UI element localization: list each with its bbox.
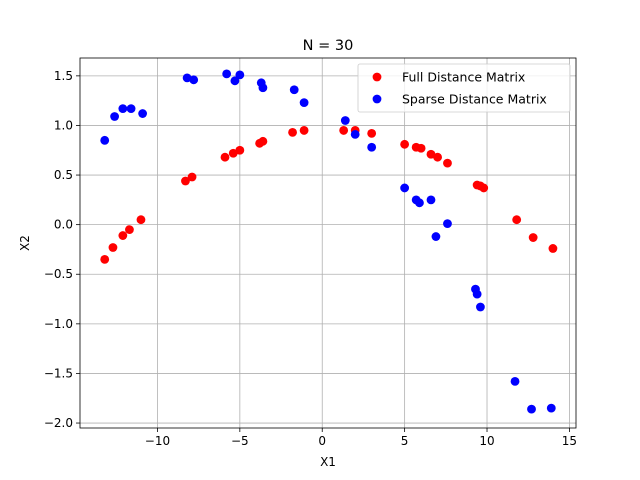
- full-distance-point: [187, 172, 197, 182]
- sparse-distance-point: [431, 232, 441, 241]
- sparse-distance-point: [546, 403, 556, 413]
- sparse-distance-point: [472, 289, 482, 299]
- sparse-distance-point: [118, 104, 128, 113]
- y-tick-label: 1.5: [54, 69, 73, 83]
- chart-title: N = 30: [303, 38, 354, 54]
- legend-box: [357, 63, 571, 113]
- full-distance-point: [125, 225, 134, 235]
- y-tick-label: −2.0: [44, 416, 73, 430]
- sparse-distance-point: [189, 75, 199, 85]
- full-distance-point: [479, 183, 489, 193]
- full-distance-point: [416, 143, 426, 153]
- full-distance-point: [100, 254, 110, 264]
- y-axis-title: X2: [18, 235, 32, 251]
- legend: Full Distance Matrix Sparse Distance Mat…: [357, 63, 571, 113]
- sparse-distance-point: [443, 219, 452, 229]
- full-distance-point: [548, 244, 558, 253]
- x-tick-label: 5: [401, 434, 409, 448]
- sparse-distance-point: [340, 116, 350, 125]
- grid: [80, 58, 576, 428]
- sparse-distance-point: [110, 112, 120, 121]
- full-distance-point: [512, 215, 522, 225]
- full-distance-point: [299, 126, 309, 135]
- sparse-distance-point: [126, 104, 136, 113]
- sparse-distance-point: [299, 98, 309, 108]
- y-tick-label: 1.0: [54, 118, 73, 132]
- legend-marker-sparse-distance: [372, 94, 382, 104]
- legend-label-sparse-distance: Sparse Distance Matrix: [402, 92, 547, 107]
- y-tick-label: −1.5: [44, 366, 73, 380]
- full-distance-point: [288, 127, 297, 137]
- full-distance-point: [258, 136, 268, 146]
- x-tick-label: −10: [145, 434, 170, 448]
- y-tick-label: 0.5: [54, 168, 73, 182]
- sparse-distance-point: [289, 85, 299, 95]
- sparse-distance-point: [138, 109, 148, 118]
- legend-label-full-distance: Full Distance Matrix: [402, 70, 525, 85]
- y-tick-label: 0.0: [54, 218, 73, 232]
- sparse-distance-point: [235, 70, 245, 80]
- sparse-distance-point: [415, 198, 424, 208]
- full-distance-point: [443, 158, 452, 168]
- sparse-distance-point: [510, 376, 520, 386]
- ticks: −10 −5 0 5 10 15 −2.0 −1.5 −1.0 −0.5 0.0 0.5 1.0 1.5: [44, 69, 577, 448]
- x-tick-label: 10: [479, 434, 494, 448]
- x-tick-label: −5: [231, 434, 249, 448]
- full-distance-point: [339, 126, 349, 135]
- x-tick-label: 15: [562, 434, 577, 448]
- full-distance-point: [118, 231, 128, 240]
- full-distance-point: [400, 139, 410, 149]
- sparse-distance-point: [230, 76, 240, 86]
- sparse-distance-point: [476, 302, 485, 312]
- full-distance-point: [433, 152, 442, 162]
- sparse-distance-point: [400, 183, 410, 193]
- full-distance-point: [220, 152, 230, 162]
- sparse-distance-point: [367, 142, 377, 152]
- sparse-distance-point: [100, 135, 110, 145]
- full-distance-point: [528, 233, 538, 242]
- full-distance-point: [228, 148, 238, 158]
- y-tick-label: −0.5: [44, 267, 73, 281]
- data-points: [100, 69, 558, 414]
- full-distance-point: [136, 215, 146, 225]
- plot-area-frame: [79, 57, 577, 429]
- x-axis-title: X1: [320, 455, 336, 469]
- full-distance-point: [181, 176, 190, 186]
- full-distance-point: [367, 128, 377, 138]
- full-distance-point: [108, 243, 118, 252]
- y-tick-label: −1.0: [44, 317, 73, 331]
- sparse-distance-point: [527, 404, 536, 414]
- sparse-distance-point: [426, 195, 436, 205]
- full-distance-point: [235, 145, 245, 155]
- legend-marker-full-distance: [372, 72, 382, 82]
- sparse-distance-point: [222, 69, 232, 79]
- sparse-distance-point: [258, 83, 268, 93]
- full-distance-point: [426, 149, 436, 159]
- sparse-distance-point: [350, 129, 360, 139]
- x-tick-label: 0: [318, 434, 326, 448]
